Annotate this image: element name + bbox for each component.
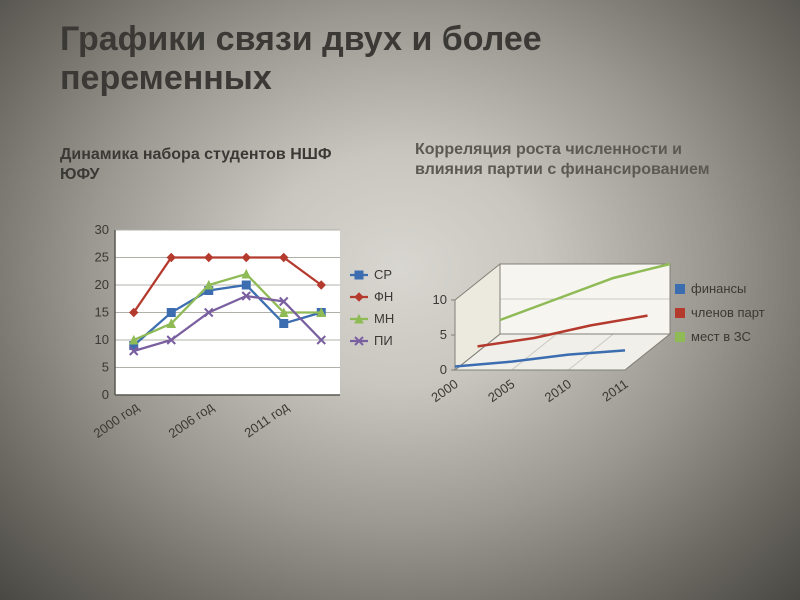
svg-text:2000 год: 2000 год <box>91 399 142 441</box>
svg-text:20: 20 <box>95 277 109 292</box>
svg-text:0: 0 <box>102 387 109 402</box>
chart-right-container: 0 5 10 2000 2005 2010 2011 финансы членов партии… <box>415 250 765 450</box>
svg-text:5: 5 <box>440 327 447 342</box>
svg-text:ФН: ФН <box>374 289 393 304</box>
left-subtitle: Динамика набора студентов НШФ ЮФУ <box>60 145 370 185</box>
svg-text:мест в ЗС: мест в ЗС <box>691 329 751 344</box>
svg-text:5: 5 <box>102 360 109 375</box>
svg-text:СР: СР <box>374 267 392 282</box>
svg-text:10: 10 <box>433 292 447 307</box>
svg-text:2011: 2011 <box>599 376 631 404</box>
svg-text:2011 год: 2011 год <box>241 399 291 441</box>
svg-text:25: 25 <box>95 250 109 265</box>
svg-text:0: 0 <box>440 362 447 377</box>
svg-text:2005: 2005 <box>485 376 517 405</box>
page-title: Графики связи двух и более переменных <box>60 20 720 98</box>
svg-text:30: 30 <box>95 222 109 237</box>
chart-left-container: 0 5 10 15 20 25 30 2000 год 2006 год 2011 год СР ФН… <box>60 220 410 470</box>
svg-text:15: 15 <box>95 305 109 320</box>
svg-text:финансы: финансы <box>691 281 746 296</box>
svg-text:членов партии: членов партии <box>691 305 765 320</box>
right-subtitle: Корреляция роста численности и влияния п… <box>415 140 725 180</box>
svg-text:МН: МН <box>374 311 394 326</box>
chart-left: 0 5 10 15 20 25 30 2000 год 2006 год 2011 год СР ФН… <box>60 220 410 470</box>
svg-text:2006 год: 2006 год <box>166 399 217 441</box>
svg-text:2010: 2010 <box>542 376 574 405</box>
chart-right: 0 5 10 2000 2005 2010 2011 финансы членов партии… <box>415 250 765 450</box>
svg-text:10: 10 <box>95 332 109 347</box>
svg-text:ПИ: ПИ <box>374 333 393 348</box>
svg-text:2000: 2000 <box>428 376 460 405</box>
